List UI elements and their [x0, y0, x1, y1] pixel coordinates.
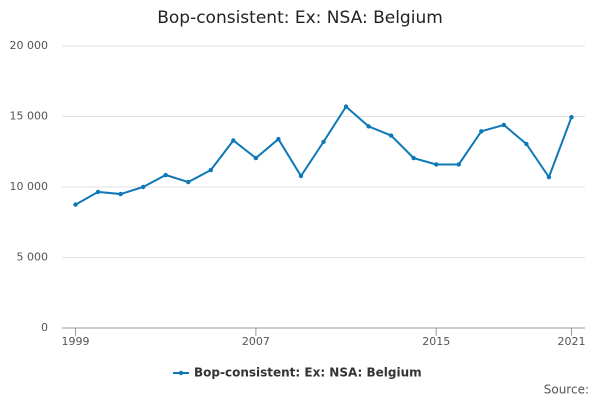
y-tick-label: 10 000: [10, 180, 49, 193]
source: Source:: [544, 383, 589, 397]
y-tick-label: 20 000: [10, 39, 49, 52]
y-tick-label: 5 000: [17, 251, 49, 264]
point: [388, 133, 394, 138]
point: [95, 189, 101, 195]
x-tick-label: 2007: [242, 335, 270, 348]
point: [479, 129, 484, 134]
point: [298, 173, 304, 179]
point: [186, 179, 191, 185]
point: [276, 136, 281, 142]
x-tick-label: 1999: [62, 335, 90, 348]
point: [73, 202, 78, 207]
legend-marker: [178, 370, 184, 376]
point: [434, 162, 439, 167]
point: [231, 138, 236, 143]
point: [524, 141, 529, 147]
line: [75, 105, 573, 206]
point: [501, 122, 507, 128]
point: [321, 139, 326, 145]
point: [208, 167, 213, 173]
point: [118, 191, 123, 197]
point: [411, 155, 416, 161]
point: [253, 155, 259, 161]
legend-label: Bop-consistent: Ex: NSA: Belgium: [194, 366, 422, 380]
chart-title: Bop-consistent: Ex: NSA: Belgium: [157, 8, 443, 28]
y-tick-label: 0: [41, 321, 48, 334]
y-tick-label: 15 000: [10, 110, 49, 123]
x-tick-label: 2015: [422, 335, 450, 348]
point: [343, 104, 349, 109]
point: [140, 184, 146, 190]
point: [569, 115, 574, 120]
point: [546, 174, 552, 180]
point: [163, 172, 168, 178]
x-tick-label: 2021: [557, 335, 585, 348]
point: [456, 162, 461, 167]
point: [366, 124, 371, 129]
